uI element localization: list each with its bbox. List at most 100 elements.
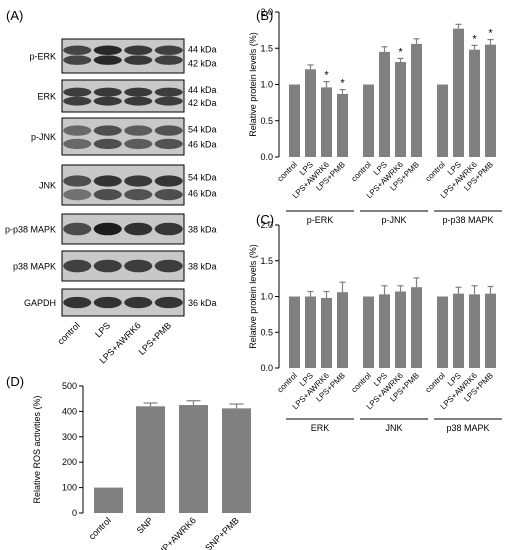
category-label: control	[276, 371, 300, 395]
y-tick-label: 2.0	[260, 220, 273, 230]
category-label: SNP	[135, 515, 155, 535]
category-label: control	[424, 160, 448, 184]
blot-kda-label: 42 kDa	[188, 98, 217, 108]
blot-band	[124, 259, 153, 273]
blot-band	[93, 96, 122, 106]
y-tick-label: 1.0	[260, 292, 273, 302]
y-tick-label: 0.0	[260, 363, 273, 373]
bar	[469, 49, 480, 158]
category-label: control	[424, 371, 448, 395]
bar	[485, 293, 496, 368]
blot-band	[154, 222, 183, 236]
bar	[337, 93, 348, 157]
bar	[94, 487, 123, 513]
category-label: control	[276, 160, 300, 184]
blot-band	[93, 55, 122, 65]
bar	[411, 287, 422, 368]
significance-star: *	[398, 46, 403, 58]
blot-band	[124, 125, 153, 136]
blot-lane-label: LPS	[93, 320, 112, 339]
blot-band	[154, 45, 183, 55]
blot-kda-label: 38 kDa	[188, 262, 217, 272]
blot-kda-label: 46 kDa	[188, 189, 217, 199]
bar	[363, 296, 374, 368]
bar	[453, 28, 464, 157]
blot-row-label: GAPDH	[24, 298, 56, 308]
blot-row-label: p-ERK	[29, 52, 56, 62]
group-label: p-JNK	[381, 215, 406, 225]
chart-c: 0.0 0.5 1.0 1.5 2.0 Relative protein levels (…	[248, 220, 502, 433]
blot-row-label: ERK	[37, 92, 56, 102]
blot-kda-label: 54 kDa	[188, 125, 217, 135]
blot-band	[93, 222, 122, 236]
blot-band	[63, 222, 92, 236]
bar	[379, 294, 390, 368]
blot-kda-label: 44 kDa	[188, 85, 217, 95]
category-label: control	[350, 160, 374, 184]
blot-band	[124, 55, 153, 65]
blot-band	[154, 259, 183, 273]
bar	[363, 84, 374, 157]
panel-label-c: (C)	[256, 212, 274, 227]
blot-band	[63, 55, 92, 65]
blot-band	[63, 175, 92, 187]
blot-band	[93, 189, 122, 201]
y-tick-label: 200	[62, 457, 77, 467]
group-label: ERK	[311, 423, 330, 433]
western-blot-panel: p-ERK 44 kDa 42 kDa ERK 44 kDa 42 kDa p-JNK 54 …	[5, 38, 217, 366]
chart-d: 0 100 200 300 400 500 Relative ROS activities …	[32, 381, 251, 550]
blot-row-label: p-p38 MAPK	[5, 225, 56, 235]
bar	[337, 292, 348, 368]
bar	[469, 294, 480, 368]
blot-band	[63, 125, 92, 136]
bar	[437, 296, 448, 368]
panel-label-a: (A)	[6, 8, 23, 23]
y-tick-label: 1.0	[260, 80, 273, 90]
blot-band	[63, 45, 92, 55]
bar	[321, 297, 332, 368]
blot-band	[124, 296, 153, 309]
bar	[289, 296, 300, 368]
blot-row-label: p-JNK	[31, 132, 56, 142]
bar	[321, 87, 332, 157]
blot-lane-label: control	[55, 320, 81, 346]
bar	[305, 296, 316, 368]
chart-b: 0.0 0.5 1.0 1.5 2.0 Relative protein levels (…	[248, 7, 502, 225]
blot-band	[154, 55, 183, 65]
bar	[437, 84, 448, 157]
blot-band	[63, 189, 92, 201]
blot-band	[63, 259, 92, 273]
blot-band	[124, 222, 153, 236]
category-label: SNP+AWRK6	[152, 515, 198, 550]
y-tick-label: 400	[62, 406, 77, 416]
blot-band	[154, 125, 183, 136]
group-label: p38 MAPK	[446, 423, 489, 433]
significance-star: *	[324, 70, 329, 82]
blot-kda-label: 44 kDa	[188, 45, 217, 55]
blot-band	[154, 175, 183, 187]
bar	[411, 43, 422, 157]
bar	[395, 62, 406, 157]
y-tick-label: 500	[62, 381, 77, 391]
bar	[453, 293, 464, 368]
bar	[395, 291, 406, 368]
blot-band	[93, 259, 122, 273]
blot-band	[93, 138, 122, 150]
y-tick-label: 100	[62, 483, 77, 493]
category-label: control	[350, 371, 374, 395]
blot-band	[93, 296, 122, 309]
y-tick-label: 0.0	[260, 152, 273, 162]
blot-lane-label: LPS+PMB	[137, 320, 174, 357]
bar	[379, 51, 390, 157]
y-tick-label: 0.5	[260, 116, 273, 126]
group-label: p-p38 MAPK	[442, 215, 493, 225]
bar	[179, 405, 208, 513]
panel-label-d: (D)	[6, 374, 24, 389]
panel-label-b: (B)	[256, 8, 273, 23]
blot-kda-label: 38 kDa	[188, 225, 217, 235]
bar	[222, 408, 251, 513]
significance-star: *	[488, 28, 493, 40]
blot-box	[61, 117, 185, 156]
blot-band	[63, 87, 92, 97]
